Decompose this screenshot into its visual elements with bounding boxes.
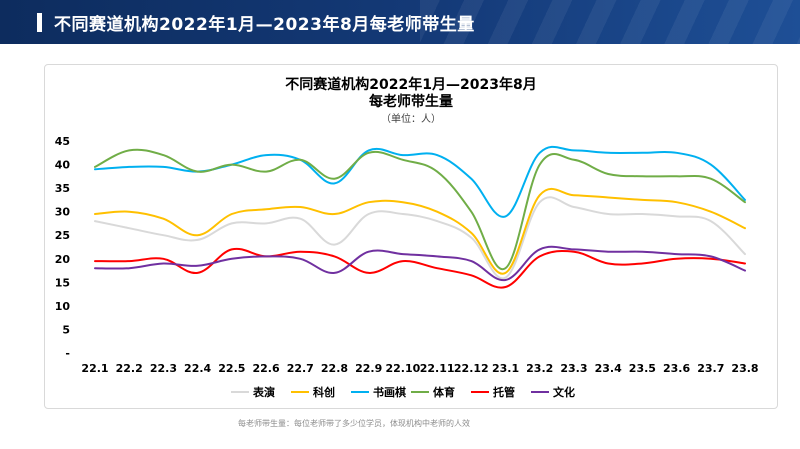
x-tick-label: 22.6 <box>252 362 279 375</box>
x-tick-label: 23.3 <box>560 362 587 375</box>
line-chart: 不同赛道机构2022年1月—2023年8月每老师带生量 （单位：人） - 5 10 15 2… <box>55 76 759 399</box>
x-tick-label: 22.9 <box>355 362 382 375</box>
x-tick-label: 22.11 <box>420 362 455 375</box>
x-tick-label: 22.1 <box>81 362 108 375</box>
x-tick-label: 22.3 <box>150 362 177 375</box>
x-tick-label: 22.8 <box>321 362 348 375</box>
y-tick-label: 45 <box>55 135 70 148</box>
legend-label: 表演 <box>252 385 275 399</box>
legend-label: 文化 <box>553 385 575 399</box>
y-tick-label: 30 <box>55 206 71 219</box>
y-tick-label: 5 <box>62 323 70 336</box>
chart-subtitle: （单位：人） <box>381 112 441 125</box>
legend-label: 书画棋 <box>373 385 406 399</box>
series-line-6 <box>94 245 746 282</box>
header-decoration <box>420 0 800 44</box>
series-line-5 <box>94 247 746 289</box>
x-tick-label: 22.12 <box>454 362 489 375</box>
x-tick-label: 23.5 <box>629 362 656 375</box>
y-tick-label: 20 <box>55 253 71 266</box>
series-line-4 <box>94 148 746 271</box>
x-tick-label: 22.7 <box>287 362 314 375</box>
y-tick-label: 25 <box>55 229 70 242</box>
x-tick-label: 22.10 <box>385 362 420 375</box>
x-tick-label: 23.7 <box>697 362 724 375</box>
x-tick-label: 22.5 <box>218 362 245 375</box>
legend-label: 科创 <box>313 385 335 399</box>
y-tick-label: 15 <box>55 276 70 289</box>
x-tick-label: 23.1 <box>492 362 519 375</box>
chart-title-line1: 不同赛道机构2022年1月—2023年8月 <box>285 76 536 93</box>
slide-title: 不同赛道机构2022年1月—2023年8月每老师带生量 <box>54 15 475 35</box>
x-tick-label: 22.4 <box>184 362 211 375</box>
x-tick-label: 23.6 <box>663 362 690 375</box>
y-tick-label: 35 <box>55 182 70 195</box>
series-line-1 <box>94 196 746 280</box>
y-tick-label: 10 <box>55 300 71 313</box>
y-tick-label: - <box>65 347 70 360</box>
y-tick-label: 40 <box>55 159 71 172</box>
x-tick-label: 22.2 <box>116 362 143 375</box>
header-accent-bar <box>37 13 42 32</box>
legend-label: 托管 <box>493 385 515 399</box>
chart-card: 不同赛道机构2022年1月—2023年8月 每老师带生量 （单位：人） - 5 10 15 2… <box>44 64 778 409</box>
x-tick-label: 23.4 <box>595 362 622 375</box>
x-tick-label: 23.8 <box>731 362 758 375</box>
slide-header: 不同赛道机构2022年1月—2023年8月每老师带生量 <box>0 0 800 44</box>
footnote: 每老师带生量：每位老师带了多少位学员，体现机构中老师的人效 <box>238 419 470 428</box>
legend-label: 体育 <box>433 385 455 399</box>
x-tick-label: 23.2 <box>526 362 553 375</box>
chart-title-line2: 每老师带生量 <box>369 93 453 110</box>
series-line-2 <box>94 187 746 275</box>
